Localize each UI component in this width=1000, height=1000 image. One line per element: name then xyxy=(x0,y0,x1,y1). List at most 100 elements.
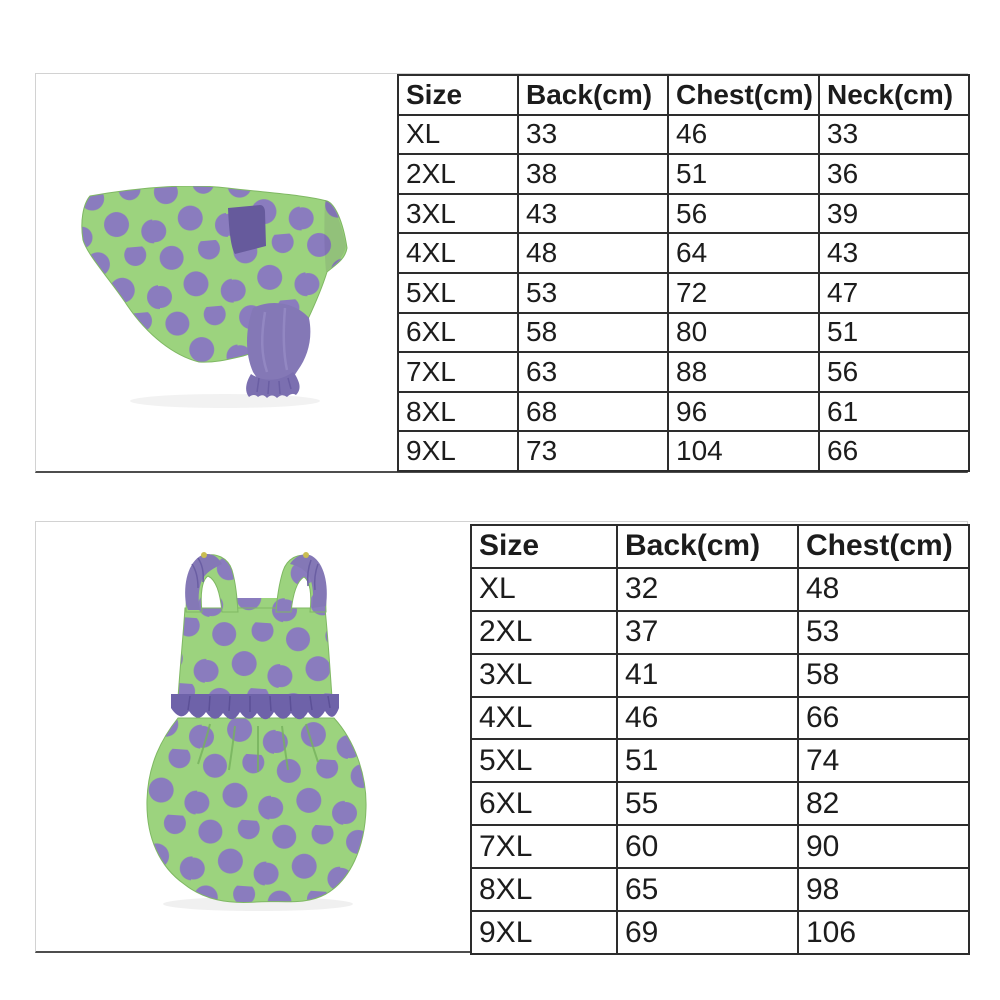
size-cell: 37 xyxy=(616,609,799,655)
size-cell: 47 xyxy=(818,271,970,314)
size-chart-row: 3XL 41 58 xyxy=(470,652,970,698)
size-cell: 53 xyxy=(517,271,669,314)
size-cell: 106 xyxy=(797,910,970,955)
size-chart-row: 6XL 58 80 51 xyxy=(397,311,970,354)
size-chart-row: 7XL 60 90 xyxy=(470,824,970,870)
size-cell: 9XL xyxy=(397,430,519,472)
dress-product-photo xyxy=(146,552,367,911)
coat-sleeve xyxy=(247,303,311,382)
size-cell: 60 xyxy=(616,824,799,870)
size-cell: 73 xyxy=(517,430,669,472)
size-cell: 68 xyxy=(517,390,669,433)
size-cell: 6XL xyxy=(470,781,618,827)
coat-pocket xyxy=(228,205,266,254)
coat-product-photo xyxy=(81,186,348,408)
size-cell: 43 xyxy=(818,232,970,274)
size-cell: 53 xyxy=(797,609,970,655)
size-cell: 36 xyxy=(818,153,970,195)
size-cell: 48 xyxy=(797,566,970,612)
size-cell: 58 xyxy=(797,652,970,698)
size-cell: 6XL xyxy=(397,311,519,354)
size-chart-row: 9XL 73 104 66 xyxy=(397,430,970,472)
size-chart-row: 9XL 69 106 xyxy=(470,910,970,955)
coat-sleeve-highlight xyxy=(261,307,289,373)
size-cell: 43 xyxy=(517,192,669,235)
size-chart-row: 4XL 48 64 43 xyxy=(397,232,970,274)
size-cell: XL xyxy=(470,566,618,612)
column-header: Back(cm) xyxy=(616,524,799,569)
size-cell: 8XL xyxy=(470,867,618,913)
size-cell: 7XL xyxy=(470,824,618,870)
dress-bodice xyxy=(177,607,333,699)
size-cell: 2XL xyxy=(470,609,618,655)
coat-fold xyxy=(324,200,346,272)
size-cell: 39 xyxy=(818,192,970,235)
size-chart-header-row: Size Back(cm) Chest(cm) Neck(cm) xyxy=(397,74,970,116)
size-cell: 96 xyxy=(667,390,820,433)
size-chart-row: 5XL 51 74 xyxy=(470,738,970,784)
size-cell: 98 xyxy=(797,867,970,913)
dress-strap-button-left xyxy=(201,552,207,558)
size-cell: 65 xyxy=(616,867,799,913)
size-cell: 61 xyxy=(818,390,970,433)
dress-strap-left-creases xyxy=(191,557,204,589)
dress-skirt-gathers xyxy=(197,723,319,772)
size-chart-row: 7XL 63 88 56 xyxy=(397,351,970,393)
size-chart-row: 8XL 68 96 61 xyxy=(397,390,970,433)
dress-strap-right-creases xyxy=(306,559,319,591)
size-cell: 90 xyxy=(797,824,970,870)
size-cell: 63 xyxy=(517,351,669,393)
size-chart-row: 4XL 46 66 xyxy=(470,695,970,741)
column-header: Chest(cm) xyxy=(667,74,820,116)
size-cell: 33 xyxy=(818,113,970,156)
size-cell: 56 xyxy=(667,192,820,235)
size-chart-row: XL 33 46 33 xyxy=(397,113,970,156)
dress-skirt xyxy=(146,717,367,903)
column-header: Back(cm) xyxy=(517,74,669,116)
size-chart-row: 2XL 38 51 36 xyxy=(397,153,970,195)
column-header: Size xyxy=(470,524,618,569)
size-chart-row: 5XL 53 72 47 xyxy=(397,271,970,314)
size-cell: 2XL xyxy=(397,153,519,195)
size-cell: 51 xyxy=(616,738,799,784)
size-chart-row: 2XL 37 53 xyxy=(470,609,970,655)
size-cell: 88 xyxy=(667,351,820,393)
column-header: Size xyxy=(397,74,519,116)
size-cell: XL xyxy=(397,113,519,156)
size-chart-row: 6XL 55 82 xyxy=(470,781,970,827)
size-cell: 82 xyxy=(797,781,970,827)
size-cell: 104 xyxy=(667,430,820,472)
dress-strap-right-elastic xyxy=(290,554,327,608)
size-cell: 7XL xyxy=(397,351,519,393)
size-cell: 51 xyxy=(818,311,970,354)
column-header: Chest(cm) xyxy=(797,524,970,569)
size-cell: 4XL xyxy=(397,232,519,274)
size-cell: 38 xyxy=(517,153,669,195)
size-cell: 66 xyxy=(818,430,970,472)
dress-size-table: Size Back(cm) Chest(cm) XL 32 48 2XL 37 53 3XL 41 5… xyxy=(470,524,970,955)
size-cell: 66 xyxy=(797,695,970,741)
size-chart-header-row: Size Back(cm) Chest(cm) xyxy=(470,524,970,569)
size-cell: 64 xyxy=(667,232,820,274)
size-chart-row: 8XL 65 98 xyxy=(470,867,970,913)
size-cell: 41 xyxy=(616,652,799,698)
size-cell: 33 xyxy=(517,113,669,156)
coat-cuff-creases xyxy=(256,377,292,395)
coat-shadow xyxy=(130,394,320,408)
coat-size-table: Size Back(cm) Chest(cm) Neck(cm) XL 33 46 33 2XL… xyxy=(397,74,970,472)
size-cell: 5XL xyxy=(470,738,618,784)
size-cell: 69 xyxy=(616,910,799,955)
dress-waist-ruffle xyxy=(171,694,339,720)
size-cell: 8XL xyxy=(397,390,519,433)
size-cell: 80 xyxy=(667,311,820,354)
dress-strap-button-right xyxy=(303,552,309,558)
size-cell: 72 xyxy=(667,271,820,314)
size-cell: 9XL xyxy=(470,910,618,955)
size-cell: 74 xyxy=(797,738,970,784)
size-chart-row: 3XL 43 56 39 xyxy=(397,192,970,235)
size-cell: 4XL xyxy=(470,695,618,741)
size-cell: 5XL xyxy=(397,271,519,314)
size-cell: 51 xyxy=(667,153,820,195)
dress-ruffle-creases xyxy=(187,695,331,712)
size-cell: 56 xyxy=(818,351,970,393)
